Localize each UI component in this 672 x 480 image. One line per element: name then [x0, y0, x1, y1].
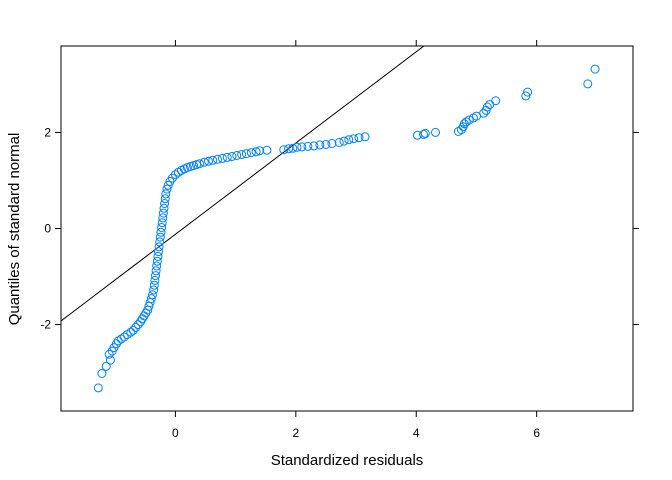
- data-point: [419, 129, 428, 139]
- data-point: [154, 247, 163, 257]
- data-point: [152, 256, 162, 266]
- y-tick-label: 0: [44, 222, 51, 236]
- data-point: [590, 64, 600, 74]
- data-point: [420, 128, 430, 138]
- data-point: [126, 327, 136, 337]
- data-point: [149, 285, 159, 295]
- data-point: [151, 271, 160, 281]
- data-point: [297, 142, 307, 152]
- data-point: [149, 280, 159, 290]
- data-point: [339, 136, 349, 146]
- data-point: [158, 208, 168, 218]
- data-point: [321, 140, 331, 149]
- data-point: [155, 237, 165, 247]
- data-point: [232, 151, 242, 160]
- data-point: [111, 339, 121, 349]
- data-point: [344, 135, 354, 145]
- reference-line: [61, 46, 425, 322]
- data-point: [208, 155, 218, 165]
- data-point: [199, 157, 209, 167]
- x-tick-label: 0: [172, 426, 179, 440]
- data-point: [160, 194, 170, 204]
- data-point: [354, 133, 364, 143]
- data-point: [161, 189, 171, 199]
- data-point: [431, 127, 440, 137]
- data-point: [97, 369, 107, 378]
- data-point: [237, 150, 247, 159]
- data-point: [152, 261, 162, 271]
- data-point: [315, 140, 325, 150]
- data-point: [349, 134, 359, 144]
- data-point: [204, 156, 213, 166]
- data-point: [158, 213, 168, 223]
- data-point: [151, 266, 161, 276]
- data-point: [288, 143, 298, 153]
- x-tick-label: 6: [533, 426, 540, 440]
- data-point: [523, 87, 533, 97]
- data-point: [255, 146, 265, 156]
- data-point: [456, 125, 466, 135]
- data-point: [105, 355, 115, 365]
- data-point: [213, 154, 222, 164]
- data-point: [139, 311, 149, 321]
- data-point: [241, 149, 251, 159]
- data-point: [156, 227, 166, 237]
- data-point: [146, 294, 156, 304]
- data-point: [157, 223, 167, 232]
- data-point: [162, 184, 172, 194]
- data-point: [262, 145, 272, 155]
- data-point: [222, 152, 232, 162]
- data-point: [284, 144, 294, 154]
- data-point: [157, 218, 167, 228]
- data-point: [160, 199, 170, 208]
- x-axis-title: Standardized residuals: [271, 452, 424, 469]
- y-tick-label: 2: [44, 125, 51, 139]
- data-point: [334, 138, 344, 147]
- data-point: [464, 115, 474, 125]
- data-point: [292, 142, 302, 152]
- data-point: [485, 100, 495, 110]
- data-point: [159, 203, 169, 213]
- data-point: [155, 232, 165, 242]
- data-point: [93, 383, 103, 393]
- data-point: [153, 251, 163, 261]
- data-point: [227, 152, 237, 161]
- data-point: [131, 322, 141, 332]
- data-point: [116, 334, 126, 344]
- data-point: [154, 242, 164, 252]
- data-point: [133, 320, 143, 330]
- data-point: [453, 127, 463, 136]
- data-point: [150, 275, 160, 285]
- data-point: [246, 148, 256, 158]
- data-points: [93, 64, 600, 393]
- data-point: [195, 159, 204, 169]
- plot-marks: [61, 46, 600, 393]
- data-point: [137, 314, 147, 324]
- data-point: [170, 170, 180, 180]
- data-point: [167, 173, 177, 183]
- y-axis-title: Quantiles of standard normal: [6, 133, 23, 326]
- axis-ticks: 0 2 4 6 -2 0 2: [40, 40, 639, 440]
- data-point: [327, 139, 337, 148]
- data-point: [482, 102, 492, 112]
- data-point: [303, 141, 313, 151]
- data-point: [251, 147, 261, 157]
- data-point: [104, 349, 114, 359]
- data-point: [128, 325, 138, 335]
- data-point: [279, 145, 289, 155]
- data-point: [583, 79, 593, 89]
- y-tick-label: -2: [40, 318, 51, 332]
- data-point: [491, 96, 501, 106]
- data-point: [461, 117, 471, 127]
- data-point: [101, 361, 111, 371]
- data-point: [217, 153, 227, 163]
- data-point: [148, 290, 157, 300]
- data-point: [119, 332, 129, 342]
- data-point: [360, 132, 370, 142]
- plot-frame: [60, 45, 634, 412]
- x-tick-label: 2: [292, 426, 299, 440]
- x-tick-label: 4: [413, 426, 420, 440]
- data-point: [309, 141, 319, 151]
